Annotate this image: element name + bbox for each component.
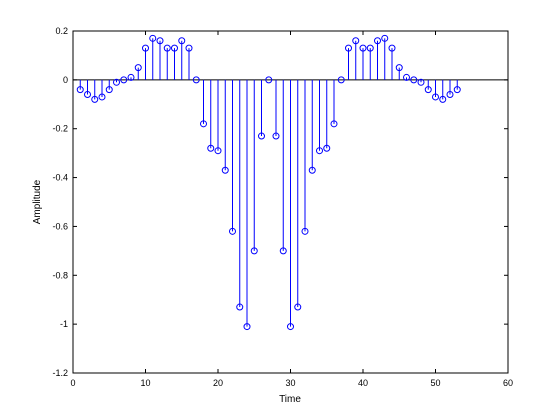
stem-marker: [149, 34, 157, 42]
stem-marker: [163, 44, 171, 52]
stem-marker: [265, 76, 273, 84]
stem-marker: [410, 76, 418, 84]
y-axis-label: Amplitude: [32, 179, 43, 224]
y-tick-label: -0.6: [52, 221, 68, 231]
y-tick-label: -1: [60, 319, 68, 329]
stem-marker: [439, 95, 447, 103]
stem-marker: [388, 44, 396, 52]
y-tick-label: 0.2: [55, 26, 68, 36]
x-tick-label: 0: [70, 378, 75, 388]
stem-marker: [294, 303, 302, 311]
stem-marker: [258, 132, 265, 140]
y-tick-label: -0.2: [52, 124, 68, 134]
stem-marker: [192, 76, 200, 84]
stem-marker: [446, 91, 454, 99]
stem-marker: [200, 120, 207, 128]
x-axis-label: Time: [279, 394, 301, 405]
stem-marker: [221, 166, 229, 174]
stem-marker: [337, 76, 345, 84]
stem-marker: [432, 93, 439, 101]
stem-marker: [424, 86, 432, 94]
y-tick-label: -0.8: [52, 270, 68, 280]
x-tick-label: 40: [358, 378, 368, 388]
stem-marker: [366, 44, 374, 52]
stem-marker: [272, 132, 280, 140]
x-tick-label: 10: [140, 378, 150, 388]
stem-marker: [403, 73, 410, 81]
stem-marker: [243, 323, 251, 331]
stem-marker: [98, 93, 106, 101]
stem-marker: [91, 95, 99, 103]
stem-marker: [359, 44, 367, 52]
stem-marker: [287, 323, 294, 331]
stem-marker: [352, 37, 360, 45]
stem-marker: [171, 44, 178, 52]
axis-ticks: 0 10 20 30 40 50 60 -1.2 -1 -0.8 -0.6 -0.4 -0.2 0 0.2: [52, 26, 513, 388]
stem-marker: [214, 147, 222, 155]
stem-marker: [250, 247, 258, 255]
stem-marker: [229, 227, 236, 235]
x-tick-label: 20: [213, 378, 223, 388]
y-tick-label: -1.2: [52, 368, 68, 378]
stem-marker: [236, 303, 244, 311]
stem-marker: [453, 86, 461, 94]
stem-marker: [127, 73, 135, 81]
stem-marker: [134, 64, 142, 72]
stem-marker: [374, 37, 381, 45]
plot-area: [73, 34, 508, 331]
y-tick-label: 0: [63, 75, 68, 85]
stem-marker: [279, 247, 287, 255]
stem-marker: [120, 76, 128, 84]
stem-marker: [113, 78, 120, 86]
stem-marker: [76, 86, 84, 94]
stem-marker: [330, 120, 338, 128]
x-tick-label: 60: [503, 378, 513, 388]
stem-marker: [345, 44, 352, 52]
stem-marker: [381, 34, 389, 42]
stem-marker: [395, 64, 403, 72]
stem-marker: [178, 37, 186, 45]
stem-marker: [84, 91, 91, 99]
stem-marker: [156, 37, 164, 45]
stem-marker: [105, 86, 113, 94]
stem-marker: [417, 78, 425, 86]
y-tick-label: -0.4: [52, 173, 68, 183]
stem-marker: [207, 144, 215, 152]
stem-marker: [316, 147, 323, 155]
stem-marker: [185, 44, 193, 52]
stem-marker: [308, 166, 316, 174]
stem-marker: [301, 227, 309, 235]
x-tick-label: 30: [285, 378, 295, 388]
x-tick-label: 50: [430, 378, 440, 388]
stem-marker: [323, 144, 331, 152]
stem-marker: [142, 44, 149, 52]
